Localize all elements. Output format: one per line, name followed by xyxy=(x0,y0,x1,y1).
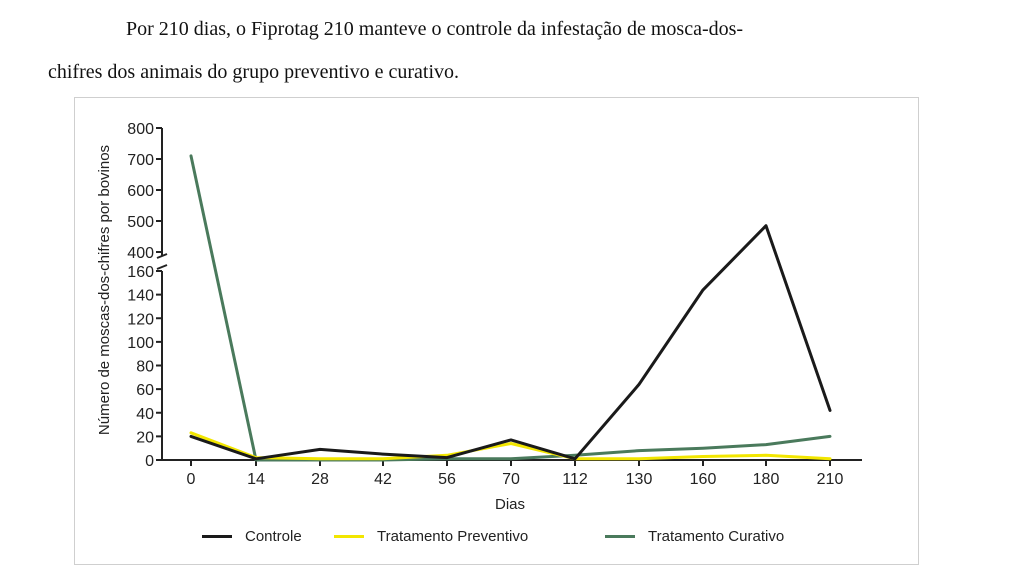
x-tick-label: 28 xyxy=(311,471,329,488)
legend-label: Controle xyxy=(245,528,302,545)
legend-label: Tratamento Curativo xyxy=(648,528,785,545)
x-tick-label: 180 xyxy=(753,471,780,488)
intro-paragraph: Por 210 dias, o Fiprotag 210 manteve o c… xyxy=(48,8,948,94)
x-tick-label: 0 xyxy=(187,471,196,488)
y-tick-label: 20 xyxy=(136,429,154,446)
y-tick-label: 600 xyxy=(127,183,154,200)
legend-item: Tratamento Preventivo xyxy=(334,528,528,545)
axis-break-mark xyxy=(156,253,168,259)
x-tick-label: 160 xyxy=(690,471,717,488)
paragraph-line-2: chifres dos animais do grupo preventivo … xyxy=(48,61,459,83)
x-tick-label: 14 xyxy=(247,471,265,488)
x-tick-label: 42 xyxy=(374,471,392,488)
legend-item: Tratamento Curativo xyxy=(605,528,784,545)
legend-swatch xyxy=(202,535,232,538)
paragraph-line-1: Por 210 dias, o Fiprotag 210 manteve o c… xyxy=(126,18,744,40)
y-tick-label: 160 xyxy=(127,264,154,281)
y-tick-label: 100 xyxy=(127,335,154,352)
x-tick-label: 56 xyxy=(438,471,456,488)
y-axis-label: Número de moscas-dos-chifres por bovinos xyxy=(96,145,113,435)
series-line-controle xyxy=(189,224,832,461)
y-tick-label: 800 xyxy=(127,121,154,138)
legend-swatch xyxy=(334,535,364,538)
y-tick-label: 400 xyxy=(127,245,154,262)
y-tick-label: 500 xyxy=(127,214,154,231)
chart-axes: 0 20 40 60 80 100 120 140 160 400 500 600 700 800 0 14 2… xyxy=(127,121,862,488)
chart-series xyxy=(189,154,832,462)
x-tick-label: 112 xyxy=(562,471,588,488)
legend-swatch xyxy=(605,535,635,538)
y-tick-label: 700 xyxy=(127,152,154,169)
y-tick-label: 60 xyxy=(136,382,154,399)
y-tick-label: 80 xyxy=(136,359,154,376)
series-line-tratamento-curativo xyxy=(189,154,832,462)
y-tick-label: 120 xyxy=(127,311,154,328)
y-tick-label: 0 xyxy=(145,453,154,470)
series-line-tratamento-preventivo xyxy=(189,431,832,461)
x-tick-label: 70 xyxy=(502,471,520,488)
chart-frame xyxy=(74,97,919,565)
x-tick-label: 210 xyxy=(817,471,844,488)
legend-item: Controle xyxy=(202,528,302,545)
x-tick-label: 130 xyxy=(626,471,653,488)
x-axis-label: Dias xyxy=(495,496,525,513)
legend-label: Tratamento Preventivo xyxy=(377,528,529,545)
y-tick-label: 140 xyxy=(127,288,154,305)
y-tick-label: 40 xyxy=(136,406,154,423)
axis-break-mark xyxy=(156,264,168,270)
